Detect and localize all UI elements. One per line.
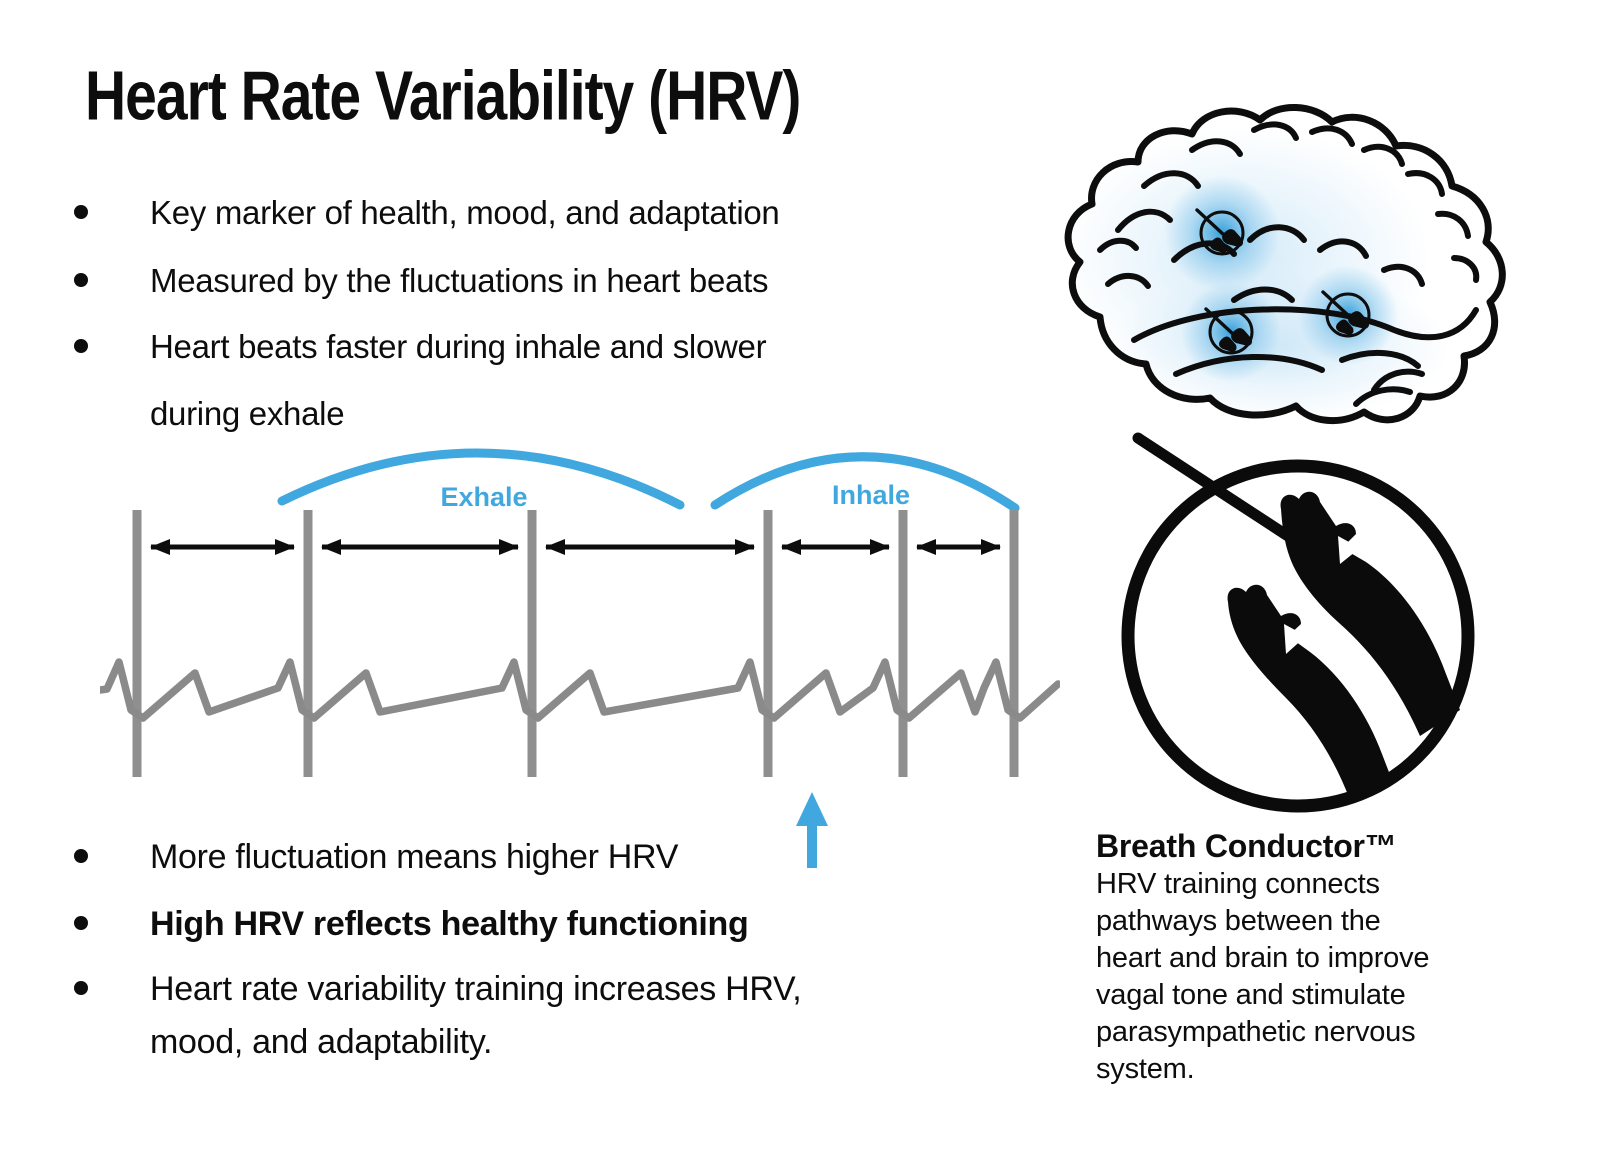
brain-illustration <box>1030 92 1510 432</box>
list-item: Measured by the fluctuations in heart be… <box>74 247 768 314</box>
list-item: Heart rate variability training increase… <box>74 963 802 1069</box>
bullet-text: Key marker of health, mood, and adaptati… <box>150 194 780 231</box>
bullet-text: Measured by the fluctuations in heart be… <box>150 262 769 299</box>
bullet-text: High HRV reflects healthy functioning <box>150 905 749 943</box>
list-item: Heart beats faster during inhale and slo… <box>74 313 767 447</box>
bullet-icon <box>74 273 88 287</box>
exhale-arc <box>277 448 685 510</box>
bullet-icon <box>74 849 88 863</box>
bullet-icon <box>74 339 88 353</box>
bullet-icon <box>74 981 88 995</box>
inhale-arc <box>710 452 1020 513</box>
bullet-icon <box>74 916 88 930</box>
ecg-waveform <box>100 658 1060 722</box>
inhale-label: Inhale <box>832 480 910 510</box>
logo-circle <box>1121 459 1475 813</box>
conductor-hands-icon <box>1227 491 1460 800</box>
ecg-diagram: Exhale Inhale <box>100 448 1060 777</box>
list-item: More fluctuation means higher HRV <box>74 824 678 891</box>
breath-conductor-logo <box>1121 432 1475 813</box>
higher-hrv-arrow-icon <box>796 792 828 868</box>
breath-conductor-description: HRV training connects pathways between t… <box>1096 868 1430 1085</box>
bullet-text: Heart rate variability training increase… <box>150 970 802 1061</box>
list-item: Key marker of health, mood, and adaptati… <box>74 179 780 246</box>
exhale-label: Exhale <box>440 482 527 512</box>
page-title: Heart Rate Variability (HRV) <box>85 57 801 136</box>
bullet-text: Heart beats faster during inhale and slo… <box>150 328 767 432</box>
heartbeat-spikes <box>132 510 1019 777</box>
breath-conductor-heading: Breath Conductor™ <box>1096 828 1397 864</box>
bullet-text: More fluctuation means higher HRV <box>150 838 679 876</box>
list-item: High HRV reflects healthy functioning <box>74 891 749 958</box>
bullet-icon <box>74 205 88 219</box>
